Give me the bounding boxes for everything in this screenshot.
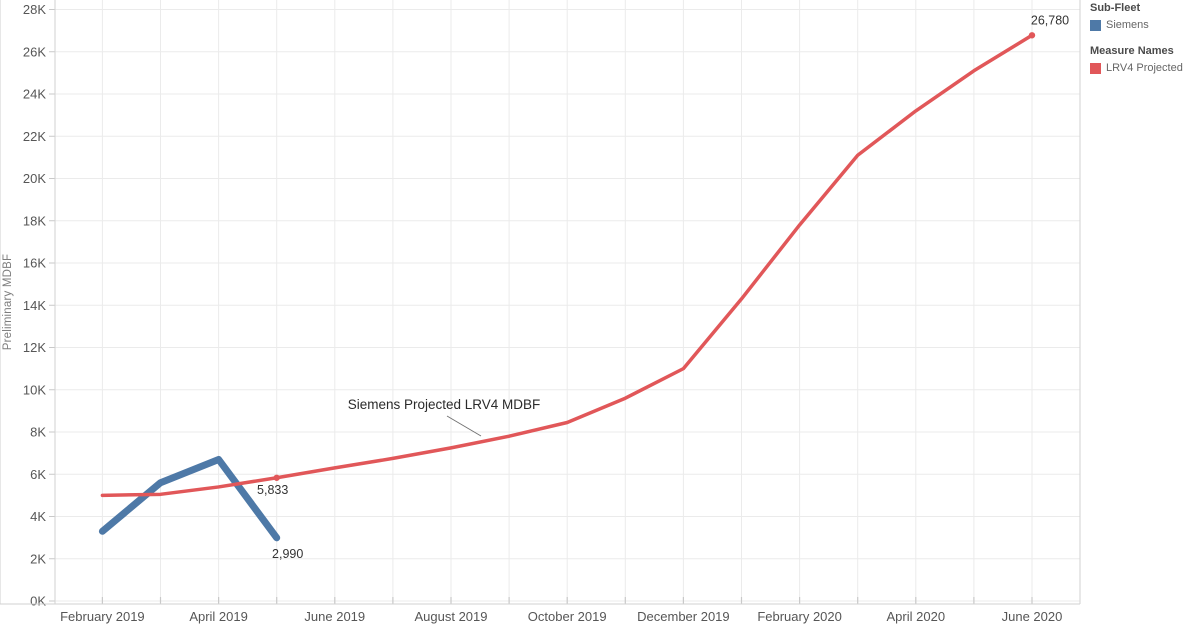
y-tick-label: 8K xyxy=(30,425,46,440)
annotation-leader-line xyxy=(446,415,482,437)
legend-group: Measure Names LRV4 Projected xyxy=(1090,45,1198,74)
x-tick-label: February 2020 xyxy=(757,609,842,624)
y-tick-label: 6K xyxy=(30,467,46,482)
legend-item[interactable]: Siemens xyxy=(1090,19,1198,31)
legend-panel: Sub-Fleet Siemens Measure Names LRV4 Projec… xyxy=(1090,2,1198,88)
legend-item-label: Siemens xyxy=(1106,19,1149,31)
x-tick-label: April 2019 xyxy=(189,609,248,624)
y-tick-label: 2K xyxy=(30,551,46,566)
legend-swatch-icon xyxy=(1090,62,1101,74)
point-label: 2,990 xyxy=(272,547,303,561)
x-tick-label: October 2019 xyxy=(528,609,607,624)
series-line-siemens[interactable] xyxy=(98,455,281,542)
legend-item[interactable]: LRV4 Projected xyxy=(1090,62,1198,74)
x-tick-label: June 2019 xyxy=(304,609,365,624)
point-marker[interactable] xyxy=(273,474,280,481)
y-tick-label: 4K xyxy=(30,509,46,524)
legend-group-title: Sub-Fleet xyxy=(1090,2,1141,14)
chart-svg: 0K 2K 4K 6K 8K 10K 12K 14K 16K 18K 20K 22K 24K 26K 28K… xyxy=(0,0,1081,624)
legend-swatch-icon xyxy=(1090,19,1101,31)
y-tick-label: 26K xyxy=(23,44,46,59)
x-tick-label: April 2020 xyxy=(887,609,946,624)
legend-group: Sub-Fleet Siemens xyxy=(1090,2,1198,31)
annotation-text: Siemens Projected LRV4 MDBF xyxy=(348,397,541,412)
series-line-lrv4-projected[interactable] xyxy=(100,33,1034,498)
y-tick-label: 18K xyxy=(23,213,46,228)
dashboard-left-edge xyxy=(0,0,1,604)
legend-item-label: LRV4 Projected xyxy=(1106,62,1183,74)
y-tick-label: 22K xyxy=(23,129,46,144)
x-tick-label: June 2020 xyxy=(1002,609,1063,624)
y-tick-label: 20K xyxy=(23,171,46,186)
point-label: 26,780 xyxy=(1031,13,1069,27)
y-tick-label: 10K xyxy=(23,382,46,397)
legend-group-title: Measure Names xyxy=(1090,45,1174,57)
y-tick-label: 16K xyxy=(23,256,46,271)
point-marker[interactable] xyxy=(1028,32,1036,39)
y-tick-label: 14K xyxy=(23,298,46,313)
point-label: 5,833 xyxy=(257,483,288,497)
y-tick-label: 28K xyxy=(23,2,46,17)
x-tick-label: December 2019 xyxy=(637,609,730,624)
x-tick-label: August 2019 xyxy=(414,609,487,624)
y-tick-label: 12K xyxy=(23,340,46,355)
x-tick-label: February 2019 xyxy=(60,609,145,624)
y-tick-label: 24K xyxy=(23,87,46,102)
y-tick-label: 0K xyxy=(30,594,46,609)
